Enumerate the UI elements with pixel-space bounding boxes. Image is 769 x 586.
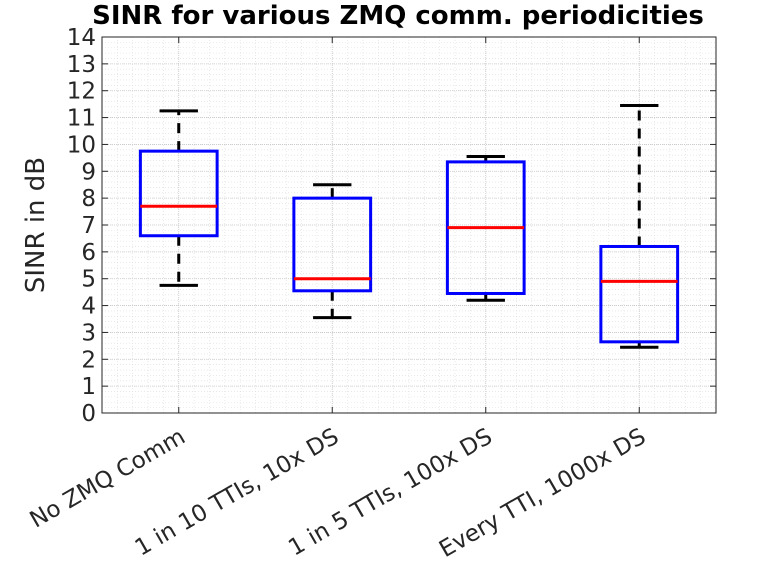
box-3 <box>445 155 526 302</box>
y-tick-label: 8 <box>81 186 96 212</box>
y-tick-label: 6 <box>81 240 96 266</box>
y-tick-label: 11 <box>67 106 96 132</box>
box-layer <box>138 103 680 349</box>
box-4 <box>599 103 680 349</box>
y-tick-label: 12 <box>67 79 96 105</box>
y-tick-label: 5 <box>81 267 96 293</box>
y-tick-label: 7 <box>81 213 96 239</box>
y-tick-label: 2 <box>81 347 96 373</box>
iqr-box <box>599 244 680 344</box>
y-tick-label: 1 <box>81 374 96 400</box>
y-tick-label: 9 <box>81 159 96 185</box>
y-tick-label: 14 <box>67 25 96 51</box>
y-axis-label: SINR in dB <box>21 157 51 293</box>
y-tick-label: 0 <box>81 401 96 427</box>
y-tick-label: 4 <box>81 294 96 320</box>
y-tick-label: 10 <box>67 132 96 158</box>
iqr-box <box>138 149 219 238</box>
chart-title: SINR for various ZMQ comm. periodicities <box>92 1 704 31</box>
iqr-box <box>292 196 373 293</box>
x-tick-label: No ZMQ Comm <box>26 424 190 534</box>
y-tick-label: 3 <box>81 320 96 346</box>
box-1 <box>138 109 219 287</box>
box-2 <box>292 183 373 320</box>
y-tick-label: 13 <box>67 52 96 78</box>
grid-layer <box>102 36 716 414</box>
